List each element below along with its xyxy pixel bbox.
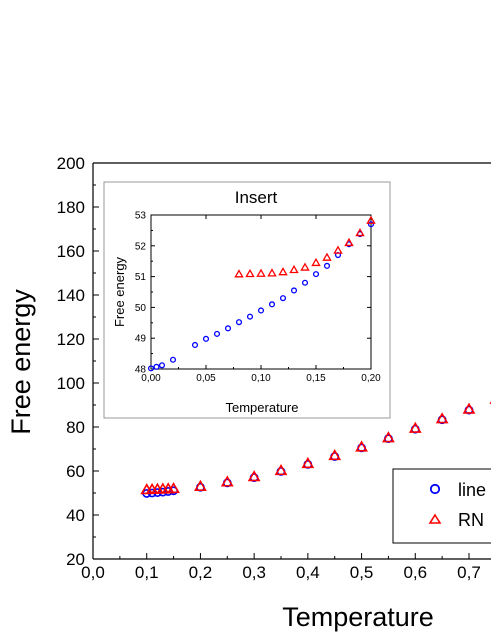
inset-point-line [202,335,210,342]
main-x-axis-label: Temperature [282,602,434,632]
inset-point-line [301,279,309,286]
inset-point-rn [278,267,288,276]
main-y-axis-label: Free energy [6,289,36,435]
main-y-tick-label: 80 [66,418,85,437]
inset-point-line [257,307,265,314]
inset-x-tick-label: 0,20 [361,373,381,384]
inset-x-tick-label: 0,10 [251,373,271,384]
main-point-rn [435,412,449,424]
inset-point-rn [245,268,255,278]
main-y-tick-label: 180 [57,198,85,217]
main-x-tick-label: 0,3 [242,563,266,582]
main-x-tick-label: 0,2 [189,563,213,582]
main-x-tick-label: 0,6 [403,563,427,582]
main-point-rn [382,431,395,443]
inset-x-ticks: 0,00 0,05 0,10 0,15 0,20 [141,215,381,384]
inset-point-line [279,295,287,302]
inset-point-line [312,271,320,278]
legend: line RN [392,468,491,544]
legend-label-rn: RN [458,510,484,530]
main-point-rn [194,479,207,491]
inset-point-rn [366,215,376,224]
inset-data-points [147,215,376,372]
main-y-ticks: 20 40 60 80 100 120 140 160 180 200 [57,154,99,569]
inset-point-line [290,287,298,294]
main-y-tick-label: 40 [66,506,85,525]
inset-point-line [191,341,199,349]
inset-point-line [147,365,155,372]
main-x-tick-label: 0,1 [135,563,159,582]
main-y-tick-label: 120 [57,330,85,349]
main-point-rn [408,421,422,433]
inset-y-tick-label: 50 [135,303,147,314]
main-x-tick-label: 0,7 [457,563,481,582]
inset-point-rn [300,262,310,271]
inset-y-tick-label: 53 [135,211,147,222]
legend-marker-line [429,483,441,495]
inset-point-rn [344,237,354,247]
inset-x-tick-label: 0,05 [196,373,216,384]
inset-point-line [367,221,375,228]
main-point-rn [274,463,288,476]
main-y-tick-label: 100 [57,374,85,393]
inset-y-tick-label: 52 [135,241,147,252]
main-point-rn [301,456,315,469]
inset-point-rn [256,268,266,277]
main-y-tick-label: 20 [66,550,85,569]
inset-point-line [235,319,243,326]
inset-frame [103,181,391,419]
inset-panel: Insert 0,00 0,05 0,10 0,15 0,20 48 49 50 51 52 53… [103,181,391,419]
main-x-ticks: 0,0 0,1 0,2 0,3 0,4 0,5 0,6 0,7 [81,553,481,582]
inset-point-rn [333,245,343,254]
inset-point-line [153,363,160,370]
inset-point-line [213,330,221,337]
legend-marker-rn [428,513,442,524]
main-x-tick-label: 0,5 [350,563,374,582]
main-point-rn [355,440,368,452]
inset-point-line [224,325,232,332]
main-point-rn [247,470,261,482]
inset-y-axis-label: Free energy [112,256,127,327]
inset-title: Insert [235,188,278,207]
inset-point-line [169,356,177,363]
legend-label-line: line [458,480,486,500]
main-y-tick-label: 160 [57,242,85,261]
main-y-tick-label: 60 [66,462,85,481]
inset-point-rn [311,257,321,267]
inset-x-axis-label: Temperature [226,400,299,415]
main-x-tick-label: 0,4 [296,563,320,582]
main-point-rn [328,448,342,461]
inset-point-rn [322,252,332,261]
inset-point-rn [355,227,365,237]
inset-point-rn [234,269,244,278]
main-point-rn [167,481,180,494]
main-point-rn [220,475,234,487]
inset-point-line [246,313,254,320]
legend-box [392,468,491,544]
inset-y-tick-label: 48 [135,365,147,376]
inset-x-tick-label: 0,15 [306,373,326,384]
inset-y-tick-label: 49 [135,334,147,345]
inset-y-tick-label: 51 [135,272,147,283]
inset-point-line [323,262,331,269]
inset-point-line [268,301,276,308]
inset-point-rn [267,268,277,277]
main-y-tick-label: 200 [57,154,85,173]
main-point-rn [462,402,476,414]
inset-point-rn [289,264,299,274]
main-y-tick-label: 140 [57,286,85,305]
main-data-points [140,401,491,498]
main-x-tick-label: 0,0 [81,563,105,582]
inset-x-tick-label: 0,00 [141,373,161,384]
inset-point-line [158,362,166,369]
